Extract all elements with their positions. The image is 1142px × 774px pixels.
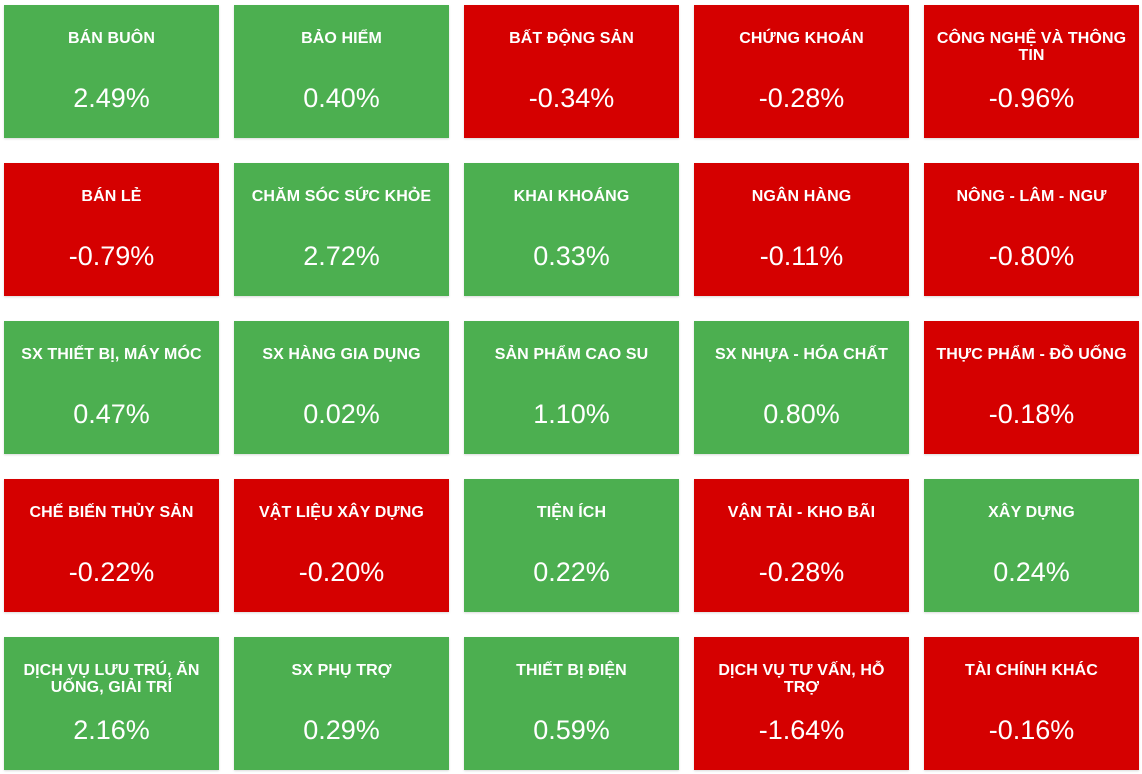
sector-name: XÂY DỰNG <box>988 504 1075 521</box>
sector-tile[interactable]: BẢO HIỂM 0.40% <box>234 5 449 138</box>
sector-change-value: -0.18% <box>988 399 1075 429</box>
sector-change-value: -0.11% <box>759 241 844 271</box>
sector-change-value: 1.10% <box>533 399 610 429</box>
sector-heatmap-grid: BÁN BUÔN 2.49% BẢO HIỂM 0.40% BẤT ĐỘNG SẢN -0… <box>4 5 1139 770</box>
sector-change-value: -0.22% <box>68 557 155 587</box>
sector-change-value: 0.47% <box>73 399 150 429</box>
sector-tile[interactable]: KHAI KHOÁNG 0.33% <box>464 163 679 296</box>
sector-change-value: 0.80% <box>763 399 840 429</box>
sector-name: DỊCH VỤ TƯ VẤN, HỖ TRỢ <box>718 662 885 696</box>
sector-name: VẬT LIỆU XÂY DỰNG <box>259 504 424 521</box>
sector-change-value: -0.96% <box>988 83 1075 113</box>
sector-name: BÁN BUÔN <box>67 30 156 47</box>
sector-tile[interactable]: VẬN TẢI - KHO BÃI -0.28% <box>694 479 909 612</box>
sector-name: SX PHỤ TRỢ <box>291 662 392 679</box>
sector-name: THIẾT BỊ ĐIỆN <box>516 662 627 679</box>
sector-change-value: -0.79% <box>68 241 155 271</box>
sector-name: DỊCH VỤ LƯU TRÚ, ĂN UỐNG, GIẢI TRÍ <box>23 662 200 696</box>
sector-change-value: 0.59% <box>533 715 610 745</box>
sector-tile[interactable]: VẬT LIỆU XÂY DỰNG -0.20% <box>234 479 449 612</box>
sector-name: TÀI CHÍNH KHÁC <box>965 662 1098 679</box>
sector-tile[interactable]: TIỆN ÍCH 0.22% <box>464 479 679 612</box>
sector-change-value: 2.72% <box>303 241 380 271</box>
sector-tile[interactable]: BÁN BUÔN 2.49% <box>4 5 219 138</box>
sector-tile[interactable]: SẢN PHẨM CAO SU 1.10% <box>464 321 679 454</box>
sector-change-value: -0.16% <box>988 715 1075 745</box>
sector-change-value: -0.34% <box>528 83 615 113</box>
sector-change-value: 0.40% <box>303 83 380 113</box>
sector-tile[interactable]: THIẾT BỊ ĐIỆN 0.59% <box>464 637 679 770</box>
sector-change-value: -0.80% <box>988 241 1075 271</box>
sector-name: NGÂN HÀNG <box>751 188 852 205</box>
sector-name: CÔNG NGHỆ VÀ THÔNG TIN <box>936 30 1127 64</box>
sector-change-value: 0.02% <box>303 399 380 429</box>
sector-change-value: 0.29% <box>303 715 380 745</box>
sector-tile[interactable]: BÁN LẺ -0.79% <box>4 163 219 296</box>
sector-change-value: 0.22% <box>533 557 610 587</box>
sector-tile[interactable]: BẤT ĐỘNG SẢN -0.34% <box>464 5 679 138</box>
sector-tile[interactable]: TÀI CHÍNH KHÁC -0.16% <box>924 637 1139 770</box>
sector-tile[interactable]: SX PHỤ TRỢ 0.29% <box>234 637 449 770</box>
sector-tile[interactable]: SX NHỰA - HÓA CHẤT 0.80% <box>694 321 909 454</box>
sector-change-value: -1.64% <box>758 715 845 745</box>
sector-change-value: 0.33% <box>533 241 610 271</box>
sector-tile[interactable]: CHĂM SÓC SỨC KHỎE 2.72% <box>234 163 449 296</box>
sector-name: CHỨNG KHOÁN <box>739 30 864 47</box>
sector-name: CHĂM SÓC SỨC KHỎE <box>251 188 432 205</box>
sector-change-value: 0.24% <box>993 557 1070 587</box>
sector-name: BẢO HIỂM <box>301 30 382 47</box>
sector-name: NÔNG - LÂM - NGƯ <box>956 188 1107 205</box>
sector-tile[interactable]: CHỨNG KHOÁN -0.28% <box>694 5 909 138</box>
sector-tile[interactable]: CHẾ BIẾN THỦY SẢN -0.22% <box>4 479 219 612</box>
sector-name: SX HÀNG GIA DỤNG <box>262 346 421 363</box>
sector-name: CHẾ BIẾN THỦY SẢN <box>29 504 194 521</box>
sector-change-value: 2.16% <box>73 715 150 745</box>
sector-tile[interactable]: SX HÀNG GIA DỤNG 0.02% <box>234 321 449 454</box>
sector-tile[interactable]: DỊCH VỤ TƯ VẤN, HỖ TRỢ -1.64% <box>694 637 909 770</box>
sector-change-value: -0.20% <box>298 557 385 587</box>
sector-tile[interactable]: SX THIẾT BỊ, MÁY MÓC 0.47% <box>4 321 219 454</box>
sector-name: SX NHỰA - HÓA CHẤT <box>715 346 888 363</box>
sector-name: TIỆN ÍCH <box>536 504 607 521</box>
sector-name: SẢN PHẨM CAO SU <box>494 346 649 363</box>
sector-name: THỰC PHẨM - ĐỒ UỐNG <box>936 346 1127 363</box>
sector-name: BÁN LẺ <box>81 188 142 205</box>
sector-tile[interactable]: CÔNG NGHỆ VÀ THÔNG TIN -0.96% <box>924 5 1139 138</box>
sector-tile[interactable]: NGÂN HÀNG -0.11% <box>694 163 909 296</box>
sector-change-value: -0.28% <box>758 557 845 587</box>
sector-tile[interactable]: DỊCH VỤ LƯU TRÚ, ĂN UỐNG, GIẢI TRÍ 2.16% <box>4 637 219 770</box>
sector-tile[interactable]: THỰC PHẨM - ĐỒ UỐNG -0.18% <box>924 321 1139 454</box>
sector-name: BẤT ĐỘNG SẢN <box>509 30 634 47</box>
sector-tile[interactable]: NÔNG - LÂM - NGƯ -0.80% <box>924 163 1139 296</box>
sector-tile[interactable]: XÂY DỰNG 0.24% <box>924 479 1139 612</box>
sector-change-value: 2.49% <box>73 83 150 113</box>
sector-name: VẬN TẢI - KHO BÃI <box>727 504 876 521</box>
sector-name: SX THIẾT BỊ, MÁY MÓC <box>21 346 202 363</box>
sector-change-value: -0.28% <box>758 83 845 113</box>
sector-name: KHAI KHOÁNG <box>513 188 630 205</box>
